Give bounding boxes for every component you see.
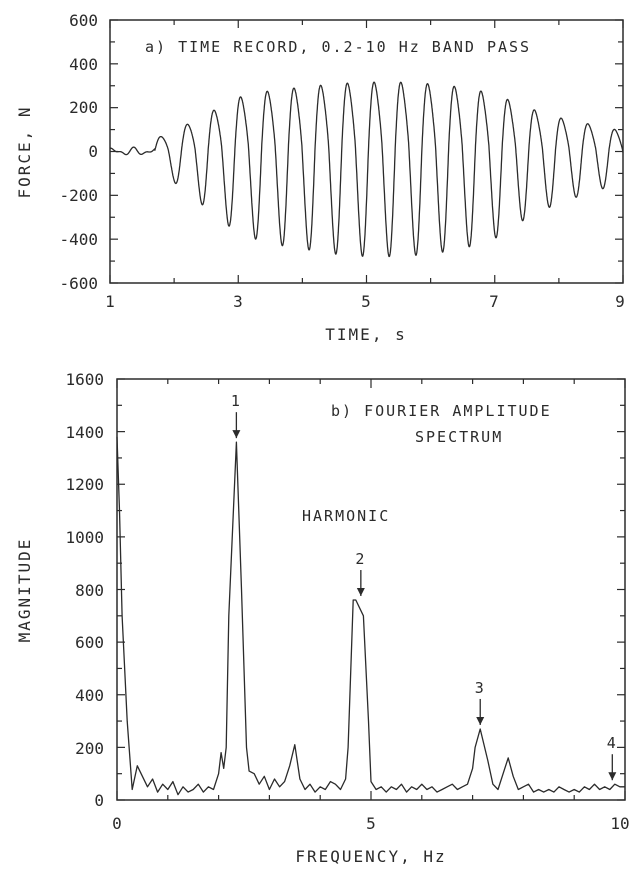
y-axis-title-b: MAGNITUDE — [15, 538, 34, 643]
annotation-b-line-1: b) FOURIER AMPLITUDE — [331, 402, 552, 420]
harmonic-markers: 1 2 3 4 — [231, 392, 618, 781]
spectrum-series — [116, 436, 625, 796]
y-axis-title-a: FORCE, N — [15, 105, 34, 198]
harmonic-number-label: 3 — [475, 679, 486, 697]
harmonic-number-label: 1 — [231, 392, 242, 410]
y-tick-label: 1000 — [65, 528, 104, 547]
harmonic-number-label: 4 — [607, 734, 618, 752]
y-tick-label: 600 — [69, 11, 98, 30]
y-tick-label: 1200 — [65, 475, 104, 494]
chart-time-record: a) TIME RECORD, 0.2-10 Hz BAND PASS 600 … — [15, 11, 625, 344]
x-tick-label: 5 — [361, 292, 371, 311]
y-tick-label: -600 — [59, 274, 98, 293]
x-axis-title-b: FREQUENCY, Hz — [295, 847, 446, 866]
harmonic-arrowhead — [232, 430, 241, 439]
x-tick-label: 0 — [112, 814, 122, 833]
y-tick-label: 0 — [88, 142, 98, 161]
annotation-b-line-2: SPECTRUM — [415, 428, 503, 446]
x-tick-label: 1 — [105, 292, 115, 311]
plot-frame-a — [109, 19, 624, 284]
harmonic-arrowhead — [356, 588, 365, 597]
y-tick-label: 600 — [75, 633, 104, 652]
harmonic-arrowhead — [608, 772, 617, 781]
y-tick-label: 200 — [69, 98, 98, 117]
y-tick-label: -200 — [59, 186, 98, 205]
force-time-series — [109, 81, 624, 258]
x-tick-label: 10 — [610, 814, 629, 833]
axis-ticks-b — [116, 378, 626, 801]
y-tick-label: -400 — [59, 230, 98, 249]
y-tick-label: 0 — [94, 791, 104, 810]
chart-fourier-spectrum: b) FOURIER AMPLITUDE SPECTRUM HARMONIC 1… — [15, 370, 630, 866]
y-tick-label: 400 — [75, 686, 104, 705]
x-tick-label: 3 — [233, 292, 243, 311]
x-axis-title-a: TIME, s — [325, 325, 406, 344]
y-tick-label: 200 — [75, 739, 104, 758]
y-tick-label: 800 — [75, 581, 104, 600]
x-tick-label: 5 — [366, 814, 376, 833]
harmonic-label: HARMONIC — [302, 507, 390, 525]
y-tick-label: 1400 — [65, 423, 104, 442]
harmonic-number-label: 2 — [355, 550, 366, 568]
axis-ticks-a — [109, 19, 624, 284]
annotation-a: a) TIME RECORD, 0.2-10 Hz BAND PASS — [145, 38, 531, 56]
x-tick-label: 9 — [615, 292, 625, 311]
harmonic-arrowhead — [476, 716, 485, 725]
y-tick-label: 1600 — [65, 370, 104, 389]
x-tick-label: 7 — [489, 292, 499, 311]
y-tick-label: 400 — [69, 55, 98, 74]
plot-frame-b — [116, 378, 626, 801]
